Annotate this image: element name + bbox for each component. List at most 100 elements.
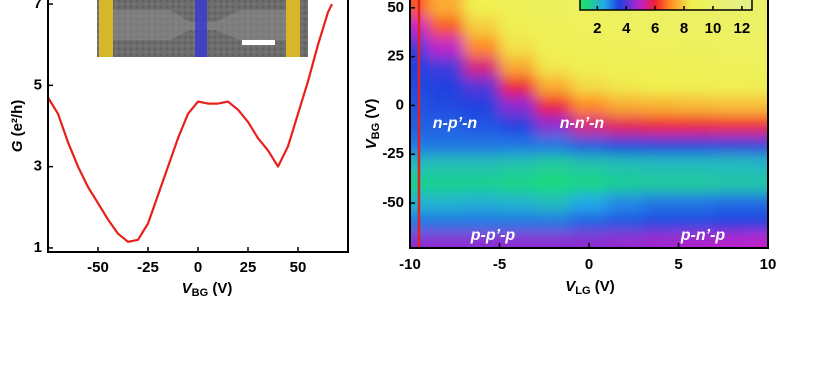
- heatmap-cell: [678, 76, 715, 97]
- heatmap-cell: [571, 154, 608, 175]
- y-axis-label: VBG (V): [363, 99, 382, 150]
- heatmap-cell: [499, 17, 536, 38]
- left-plot: -50 -25 0 25 50 1 3 5 7 VBG (V) G (e²/h): [9, 0, 349, 299]
- y-tick-label: -25: [382, 145, 404, 162]
- heatmap-cell: [606, 76, 644, 97]
- heatmap-cell: [571, 212, 608, 233]
- y-tick-label: 50: [387, 0, 404, 16]
- heatmap-cell: [642, 37, 679, 58]
- y-tick-label: 0: [396, 96, 404, 113]
- x-axis-label-unit: (V): [591, 278, 615, 295]
- heatmap-cell: [750, 134, 768, 155]
- heatmap-cell: [678, 37, 715, 58]
- heatmap-cell: [714, 134, 751, 155]
- heatmap-cell: [427, 56, 465, 77]
- heatmap-cell: [606, 173, 644, 194]
- heatmap-cell: [410, 173, 429, 194]
- heatmap-cell: [427, 212, 465, 233]
- heatmap-cell: [427, 173, 465, 194]
- heatmap-cell: [463, 76, 500, 97]
- x-axis-label-symbol: V: [182, 280, 194, 297]
- heatmap-cell: [535, 134, 572, 155]
- heatmap-cell: [463, 37, 500, 58]
- heatmap-cell: [499, 76, 536, 97]
- heatmap-cell: [642, 17, 679, 38]
- heatmap-cell: [606, 37, 644, 58]
- heatmap-cell: [750, 56, 768, 77]
- heatmap-cell: [750, 0, 768, 19]
- heatmap-cell: [535, 212, 572, 233]
- heatmap-cell: [427, 0, 465, 19]
- x-tick-label: 5: [674, 256, 682, 273]
- heatmap-cell: [714, 154, 751, 175]
- x-tick-label: 0: [194, 259, 202, 276]
- heatmap-cell: [427, 76, 465, 97]
- heatmap-cell: [463, 173, 500, 194]
- heatmap-cell: [499, 193, 536, 214]
- heatmap-cell: [606, 212, 644, 233]
- heatmap-cell: [642, 154, 679, 175]
- heatmap-cells: [410, 0, 768, 248]
- heatmap-cell: [463, 154, 500, 175]
- heatmap-cell: [606, 115, 644, 136]
- heatmap-cell: [606, 95, 644, 116]
- heatmap-cell: [499, 0, 536, 19]
- heatmap-cell: [463, 0, 500, 19]
- heatmap-cell: [427, 193, 465, 214]
- y-axis-label-unit: (V): [363, 99, 380, 123]
- heatmap-cell: [463, 232, 500, 248]
- heatmap-cell: [535, 17, 572, 38]
- x-axis-label: VLG (V): [565, 278, 614, 297]
- heatmap-cell: [427, 134, 465, 155]
- heatmap-cell: [606, 154, 644, 175]
- heatmap-cell: [750, 212, 768, 233]
- y-axis-label-rest: (e²/h): [9, 100, 26, 141]
- heatmap-cell: [535, 173, 572, 194]
- heatmap-cell: [678, 212, 715, 233]
- heatmap-cell: [499, 154, 536, 175]
- heatmap-cell: [678, 193, 715, 214]
- heatmap-cell: [606, 56, 644, 77]
- heatmap-cell: [678, 173, 715, 194]
- y-tick-label: 3: [34, 158, 42, 175]
- heatmap-cell: [750, 76, 768, 97]
- heatmap-cell: [714, 232, 751, 248]
- heatmap-cell: [571, 95, 608, 116]
- x-tick-label: 10: [760, 256, 777, 273]
- heatmap-cell: [427, 17, 465, 38]
- heatmap-cell: [642, 193, 679, 214]
- region-annotation: n-n’-n: [560, 115, 605, 132]
- heatmap-cell: [410, 17, 429, 38]
- heatmap-cell: [642, 115, 679, 136]
- heatmap-cell: [535, 115, 572, 136]
- heatmap-cell: [535, 193, 572, 214]
- heatmap-cell: [642, 76, 679, 97]
- heatmap-cell: [427, 95, 465, 116]
- heatmap-cell: [427, 154, 465, 175]
- x-axis-label-unit: (V): [208, 280, 232, 297]
- heatmap-cell: [463, 56, 500, 77]
- y-tick-label: -50: [382, 194, 404, 211]
- y-tick-label: 5: [34, 76, 42, 93]
- heatmap-cell: [499, 95, 536, 116]
- heatmap-cell: [463, 212, 500, 233]
- heatmap-cell: [499, 56, 536, 77]
- heatmap-cell: [714, 56, 751, 77]
- y-axis-label-subscript: BG: [370, 123, 382, 140]
- heatmap-cell: [714, 212, 751, 233]
- heatmap-cell: [714, 17, 751, 38]
- heatmap-cell: [499, 115, 536, 136]
- y-axis-label-symbol: G: [9, 140, 26, 152]
- heatmap-cell: [642, 56, 679, 77]
- heatmap-cell: [499, 212, 536, 233]
- heatmap-cell: [571, 115, 608, 136]
- x-tick-label: -5: [493, 256, 506, 273]
- heatmap-cell: [571, 56, 608, 77]
- heatmap-cell: [642, 134, 679, 155]
- colorbar-tick-label: 6: [651, 20, 659, 37]
- colorbar-tick-label: 8: [680, 20, 688, 37]
- x-axis-label-symbol: V: [565, 278, 577, 295]
- heatmap-cell: [678, 56, 715, 77]
- heatmap-cell: [427, 232, 465, 248]
